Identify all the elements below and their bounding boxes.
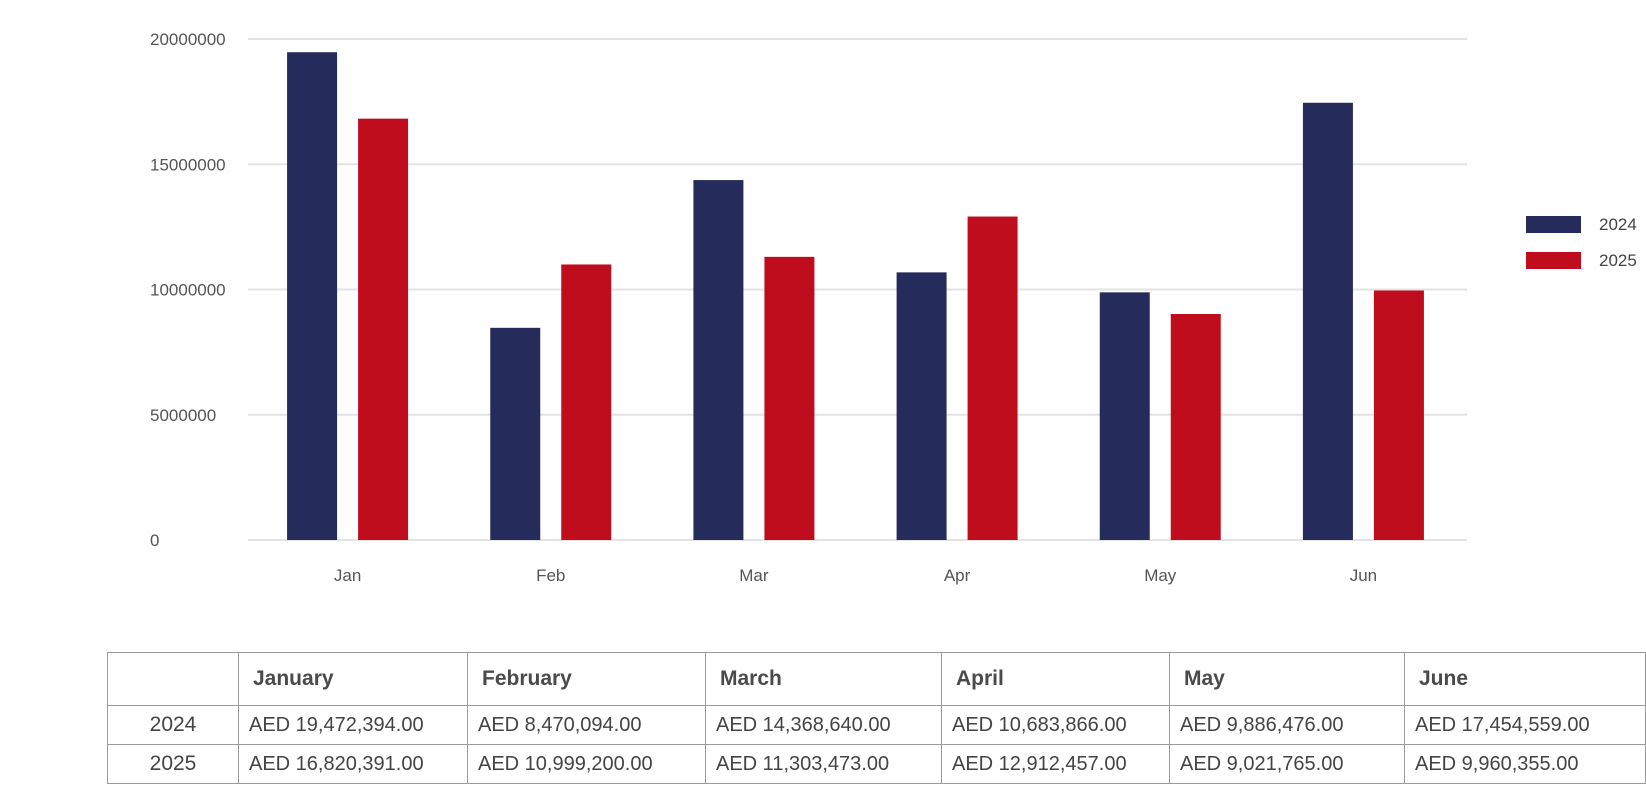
- table-cell: AED 9,886,476.00: [1169, 705, 1405, 745]
- row-label: 2024: [107, 705, 239, 745]
- bar-2025-Jun: [1373, 290, 1424, 540]
- table-cell: AED 8,470,094.00: [467, 705, 706, 745]
- legend-label: 2025: [1599, 251, 1637, 270]
- table-header-cell: May: [1169, 652, 1405, 706]
- y-tick-label: 10000000: [150, 281, 226, 300]
- y-tick-label: 20000000: [150, 30, 226, 49]
- x-tick-label: Apr: [944, 566, 971, 585]
- table-cell: AED 9,021,765.00: [1169, 744, 1405, 784]
- row-label: 2025: [107, 744, 239, 784]
- bar-2024-Mar: [693, 180, 744, 541]
- bar-2024-Jun: [1302, 102, 1353, 540]
- table-header-cell: March: [705, 652, 942, 706]
- bar-2025-Apr: [967, 216, 1018, 540]
- bar-2024-May: [1099, 292, 1150, 540]
- table-cell: AED 16,820,391.00: [238, 744, 468, 784]
- grid-lines: [248, 38, 1467, 541]
- table-header-cell: June: [1404, 652, 1646, 706]
- table-header-cell: [107, 652, 239, 706]
- table-row: 2025 AED 16,820,391.00 AED 10,999,200.00…: [107, 744, 1646, 784]
- legend-swatch: [1526, 252, 1581, 269]
- bar-2025-May: [1170, 314, 1221, 540]
- table-cell: AED 14,368,640.00: [705, 705, 942, 745]
- legend: 2024 2025: [1526, 215, 1637, 270]
- x-tick-label: May: [1144, 566, 1177, 585]
- table-header-cell: February: [467, 652, 706, 706]
- table-header-row: January February March April May June: [107, 652, 1646, 706]
- x-tick-label: Jun: [1350, 566, 1377, 585]
- table-cell: AED 11,303,473.00: [705, 744, 942, 784]
- bar-2025-Mar: [764, 256, 815, 540]
- x-axis-ticks: Jan Feb Mar Apr May Jun: [334, 566, 1377, 585]
- y-axis-ticks: 0 5000000 10000000 15000000 20000000: [150, 30, 226, 550]
- bar-2024-Apr: [896, 272, 947, 540]
- legend-label: 2024: [1599, 215, 1637, 234]
- legend-swatch: [1526, 216, 1581, 233]
- table-header-cell: April: [941, 652, 1170, 706]
- x-tick-label: Mar: [739, 566, 769, 585]
- data-table: January February March April May June 20…: [107, 652, 1646, 784]
- table-cell: AED 12,912,457.00: [941, 744, 1170, 784]
- table-cell: AED 17,454,559.00: [1404, 705, 1646, 745]
- x-tick-label: Feb: [536, 566, 565, 585]
- bars: [287, 52, 1424, 541]
- table-cell: AED 10,999,200.00: [467, 744, 706, 784]
- y-tick-label: 0: [150, 531, 159, 550]
- y-tick-label: 5000000: [150, 406, 216, 425]
- y-tick-label: 15000000: [150, 155, 226, 174]
- x-tick-label: Jan: [334, 566, 361, 585]
- table-header-cell: January: [238, 652, 468, 706]
- table-cell: AED 19,472,394.00: [238, 705, 468, 745]
- table-row: 2024 AED 19,472,394.00 AED 8,470,094.00 …: [107, 705, 1646, 745]
- bar-2025-Feb: [561, 264, 612, 540]
- table-cell: AED 9,960,355.00: [1404, 744, 1646, 784]
- bar-2025-Jan: [358, 118, 409, 541]
- bar-2024-Feb: [490, 327, 541, 540]
- table-cell: AED 10,683,866.00: [941, 705, 1170, 745]
- bar-2024-Jan: [287, 52, 338, 541]
- bar-chart: 0 5000000 10000000 15000000 20000000 Jan Feb M…: [150, 30, 1637, 585]
